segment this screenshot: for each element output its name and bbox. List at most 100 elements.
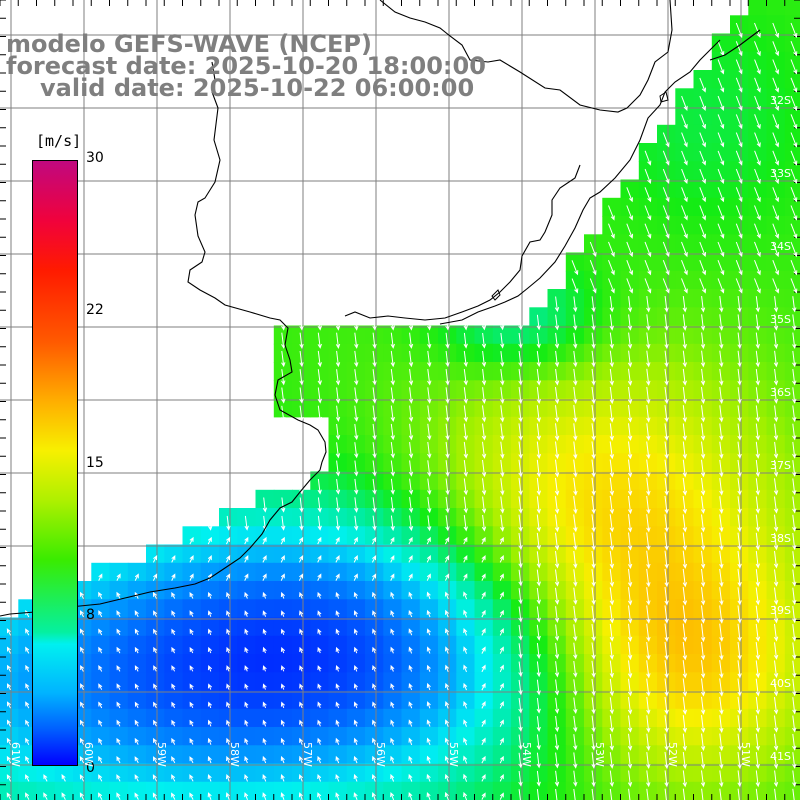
wind-arrow xyxy=(171,792,176,800)
wind-arrow xyxy=(536,405,541,423)
wind-arrow xyxy=(646,368,651,386)
wind-arrow xyxy=(591,314,596,331)
wind-arrow xyxy=(664,314,669,331)
wind-arrow xyxy=(390,646,395,654)
speed-cell xyxy=(565,745,585,765)
speed-cell xyxy=(638,599,658,619)
speed-cell xyxy=(584,763,603,783)
wind-arrow xyxy=(737,478,742,496)
wind-arrow xyxy=(700,605,706,624)
wind-arrow xyxy=(573,332,578,349)
wind-arrow xyxy=(153,665,158,672)
wind-arrow xyxy=(390,478,395,495)
speed-cell xyxy=(383,617,403,637)
wind-arrow xyxy=(554,459,560,478)
speed-cell xyxy=(547,544,567,564)
speed-cell xyxy=(730,781,749,800)
wind-arrow xyxy=(664,751,669,770)
speed-cell xyxy=(784,197,800,217)
speed-cell xyxy=(784,124,800,144)
speed-cell xyxy=(620,252,640,272)
wind-arrow xyxy=(408,646,413,654)
speed-cell xyxy=(109,672,129,692)
speed-cell xyxy=(346,380,366,400)
speed-cell xyxy=(547,708,567,728)
wind-arrow xyxy=(298,555,304,563)
speed-cell xyxy=(547,508,567,527)
lon-label-60w: 60W xyxy=(82,742,95,767)
speed-cell xyxy=(310,489,330,509)
wind-arrow xyxy=(790,241,798,258)
colorbar xyxy=(32,160,78,766)
speed-cell xyxy=(711,216,731,235)
wind-arrow xyxy=(408,369,414,386)
speed-cell xyxy=(657,581,676,600)
speed-cell xyxy=(91,654,111,673)
wind-arrow xyxy=(737,641,742,661)
speed-cell xyxy=(219,599,238,619)
speed-cell xyxy=(182,745,202,765)
wind-arrow xyxy=(662,187,670,203)
speed-cell xyxy=(0,672,19,692)
wind-arrow xyxy=(463,423,468,441)
wind-arrow xyxy=(335,332,341,349)
speed-cell xyxy=(292,398,311,418)
speed-cell xyxy=(711,471,731,491)
wind-arrow xyxy=(353,792,358,800)
wind-arrow xyxy=(772,41,779,57)
speed-cell xyxy=(492,617,512,637)
speed-cell xyxy=(711,88,731,108)
speed-cell xyxy=(693,526,713,546)
speed-cell xyxy=(766,672,786,692)
wind-arrow xyxy=(719,478,724,496)
wind-arrow xyxy=(207,665,213,672)
wind-arrow xyxy=(262,792,267,800)
wind-arrow xyxy=(772,205,779,221)
speed-cell xyxy=(273,708,293,728)
wind-arrow xyxy=(6,646,11,654)
wind-arrow xyxy=(500,332,505,349)
wind-arrow xyxy=(481,646,486,654)
speed-cell xyxy=(766,234,786,254)
speed-cell xyxy=(766,562,786,582)
wind-arrow xyxy=(699,77,706,93)
wind-arrow xyxy=(426,755,431,764)
speed-cell xyxy=(693,234,713,254)
wind-arrow xyxy=(280,497,286,513)
wind-arrow xyxy=(717,150,725,166)
speed-cell xyxy=(438,654,457,673)
wind-arrow xyxy=(682,678,688,697)
speed-cell xyxy=(292,526,311,546)
wind-arrow xyxy=(262,665,267,672)
wind-arrow xyxy=(116,755,121,764)
speed-cell xyxy=(492,562,512,582)
wind-arrow xyxy=(681,278,688,294)
wind-arrow xyxy=(554,477,560,496)
speed-cell xyxy=(565,781,585,800)
speed-cell xyxy=(730,526,749,546)
speed-cell xyxy=(529,307,549,327)
wind-arrow xyxy=(717,223,725,239)
wind-arrow xyxy=(573,679,578,696)
speed-cell xyxy=(365,745,384,765)
speed-cell xyxy=(365,617,384,637)
wind-arrow xyxy=(609,678,614,697)
wind-arrow xyxy=(426,555,431,563)
speed-cell xyxy=(693,398,713,418)
speed-cell xyxy=(784,51,800,71)
wind-arrow xyxy=(335,460,341,477)
speed-cell xyxy=(620,617,640,637)
wind-arrow xyxy=(445,496,450,514)
wind-arrow xyxy=(61,774,66,782)
speed-cell xyxy=(328,690,348,710)
speed-cell xyxy=(766,489,786,509)
wind-arrow xyxy=(717,187,725,203)
speed-cell xyxy=(730,179,749,199)
speed-cell xyxy=(127,727,147,746)
speed-cell xyxy=(91,727,111,746)
wind-arrow xyxy=(646,296,651,313)
speed-cell xyxy=(602,343,622,363)
wind-arrow xyxy=(518,459,523,478)
wind-arrow xyxy=(171,665,176,672)
speed-cell xyxy=(310,672,330,692)
